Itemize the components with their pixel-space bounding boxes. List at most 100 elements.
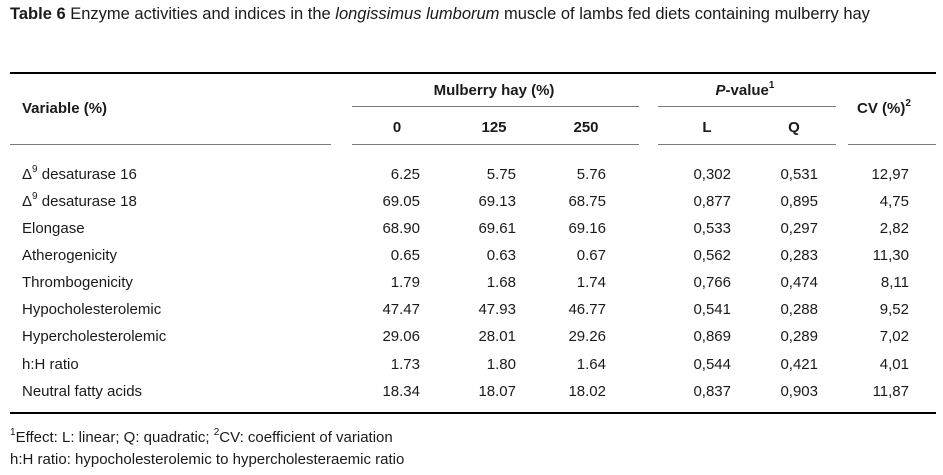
- cell-0: 18.34: [382, 383, 420, 400]
- cell-250: 69.16: [568, 220, 606, 237]
- cell-Q: 0,289: [780, 328, 818, 345]
- cell-L: 0,533: [693, 220, 731, 237]
- caption-text-after: muscle of lambs fed diets containing mul…: [499, 5, 870, 23]
- cell-250: 29.26: [568, 328, 606, 345]
- cell-CV: 11,87: [872, 383, 909, 400]
- header-rule-variable: [10, 144, 331, 145]
- header-group-mulberry: Mulberry hay (%): [433, 82, 555, 99]
- cell-CV: 2,82: [879, 220, 909, 237]
- cell-125: 69.13: [478, 193, 516, 210]
- cell-250: 18.02: [568, 383, 606, 400]
- cell-CV: 8,11: [880, 274, 909, 291]
- cell-0: 47.47: [382, 301, 420, 318]
- cell-125: 47.93: [478, 301, 516, 318]
- header-pvalue-rest: -value: [725, 82, 769, 99]
- cell-L: 0,869: [693, 328, 731, 345]
- cell-CV: 7,02: [879, 328, 909, 345]
- caption-text-italic: longissimus lumborum: [335, 5, 500, 23]
- row-label: Elongase: [22, 220, 85, 238]
- cell-0: 1.73: [390, 356, 420, 373]
- header-rule-pvalue: [658, 144, 836, 145]
- cell-L: 0,562: [693, 247, 731, 264]
- cell-Q: 0,895: [780, 193, 818, 210]
- header-variable: Variable (%): [22, 100, 108, 117]
- row-label: Δ9 desaturase 16: [22, 164, 137, 184]
- cell-L: 0,877: [693, 193, 731, 210]
- footnote-1-marker: 1: [10, 427, 16, 438]
- cell-Q: 0,297: [780, 220, 818, 237]
- row-label-text: Elongase: [22, 220, 85, 237]
- row-label-text: Hypercholesterolemic: [22, 328, 167, 345]
- cell-125: 69.61: [478, 220, 516, 237]
- cell-125: 18.07: [478, 383, 516, 400]
- cell-Q: 0,531: [780, 166, 818, 183]
- table-label: Table 6: [10, 5, 66, 23]
- header-group-pvalue: P-value1: [716, 80, 775, 100]
- row-label-text: desaturase 18: [37, 193, 137, 210]
- cell-CV: 4,01: [879, 356, 909, 373]
- caption-text-before: Enzyme activities and indices in the: [65, 5, 336, 23]
- row-label: Neutral fatty acids: [22, 383, 142, 401]
- footnote-2: h:H ratio: hypocholesterolemic to hyperc…: [10, 451, 405, 468]
- header-cv-sup: 2: [905, 98, 911, 109]
- row-label-sup: 9: [32, 191, 38, 202]
- table-bottom-rule: [10, 412, 936, 414]
- cell-250: 1.74: [576, 274, 606, 291]
- cell-Q: 0,283: [780, 247, 818, 264]
- cell-250: 68.75: [568, 193, 606, 210]
- row-label-text: Atherogenicity: [22, 247, 118, 264]
- cell-Q: 0,421: [780, 356, 818, 373]
- header-sub-Q: Q: [788, 119, 800, 136]
- cell-250: 46.77: [568, 301, 606, 318]
- cell-250: 0.67: [576, 247, 606, 264]
- row-label: Δ9 desaturase 18: [22, 191, 137, 211]
- span-rule-mulberry: [352, 106, 639, 107]
- row-label-text: Hypocholesterolemic: [22, 301, 162, 318]
- row-label-text: Neutral fatty acids: [22, 383, 143, 400]
- cell-125: 5.75: [486, 166, 516, 183]
- footnote-2-marker: 2: [213, 427, 220, 438]
- cell-125: 1.68: [486, 274, 516, 291]
- cell-L: 0,837: [693, 383, 731, 400]
- cell-250: 5.76: [576, 166, 606, 183]
- header-sub-L: L: [702, 119, 712, 136]
- cell-125: 1.80: [486, 356, 516, 373]
- cell-CV: 9,52: [879, 301, 909, 318]
- cell-CV: 11,30: [872, 247, 909, 264]
- cell-0: 6.25: [390, 166, 420, 183]
- cell-0: 1.79: [390, 274, 420, 291]
- header-rule-mulberry: [352, 144, 639, 145]
- row-label: h:H ratio: [22, 356, 79, 374]
- header-cv-label: CV (%): [857, 100, 906, 117]
- header-cv: CV (%)2: [857, 98, 911, 118]
- cell-Q: 0,903: [780, 383, 818, 400]
- span-rule-pvalue: [658, 106, 836, 107]
- footnote-1: 1Effect: L: linear; Q: quadratic; 2CV: c…: [10, 427, 393, 447]
- cell-CV: 12,97: [871, 166, 909, 183]
- footnote-1-text-a: Effect: L: linear; Q: quadratic;: [15, 429, 214, 446]
- table-caption: Table 6 Enzyme activities and indices in…: [10, 4, 935, 25]
- cell-Q: 0,288: [780, 301, 818, 318]
- cell-L: 0,302: [693, 166, 731, 183]
- header-sub-125: 125: [481, 119, 507, 136]
- row-label-text: desaturase 16: [37, 166, 137, 183]
- cell-0: 68.90: [382, 220, 420, 237]
- cell-0: 0.65: [390, 247, 420, 264]
- row-label: Hypercholesterolemic: [22, 328, 166, 346]
- footnote-1-text-b: CV: coefficient of variation: [219, 429, 393, 446]
- header-sub-250: 250: [573, 119, 599, 136]
- cell-125: 0.63: [486, 247, 516, 264]
- cell-125: 28.01: [478, 328, 516, 345]
- cell-L: 0,766: [693, 274, 731, 291]
- cell-L: 0,541: [693, 301, 731, 318]
- row-label: Hypocholesterolemic: [22, 301, 161, 319]
- cell-L: 0,544: [693, 356, 731, 373]
- delta-symbol: Δ: [22, 166, 33, 183]
- header-pvalue-sup: 1: [768, 80, 775, 91]
- row-label-text: h:H ratio: [22, 356, 79, 373]
- cell-CV: 4,75: [879, 193, 909, 210]
- row-label: Atherogenicity: [22, 247, 117, 265]
- row-label-sup: 9: [32, 164, 38, 175]
- table-top-rule: [10, 72, 936, 74]
- header-rule-cv: [848, 144, 936, 145]
